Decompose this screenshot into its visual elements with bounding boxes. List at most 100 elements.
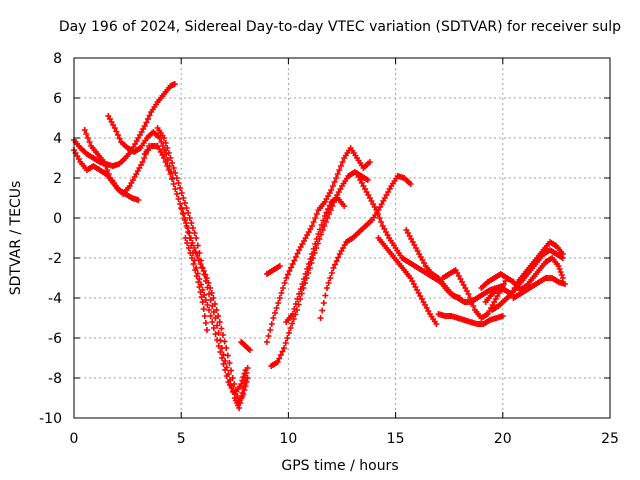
data-point xyxy=(333,175,340,181)
data-point xyxy=(272,310,278,316)
data-point xyxy=(207,313,214,319)
data-point xyxy=(321,213,328,219)
data-point xyxy=(333,258,340,264)
data-point xyxy=(177,201,184,207)
data-point xyxy=(161,155,168,161)
data-point xyxy=(467,295,474,301)
data-point xyxy=(104,167,111,173)
data-point xyxy=(201,313,208,319)
data-point xyxy=(192,267,199,273)
data-point xyxy=(561,281,568,287)
series-track-3 xyxy=(81,127,153,197)
data-point xyxy=(281,280,288,286)
data-point xyxy=(141,123,148,129)
data-point xyxy=(226,360,233,366)
data-point xyxy=(310,246,317,252)
x-tick-label: 25 xyxy=(601,431,619,447)
y-tick-label: 8 xyxy=(53,51,62,67)
data-point xyxy=(180,195,187,201)
data-point xyxy=(239,377,246,384)
data-point xyxy=(186,215,193,221)
data-point xyxy=(282,340,289,346)
data-point xyxy=(277,352,284,358)
data-point xyxy=(465,291,472,297)
data-point xyxy=(273,305,280,311)
data-point xyxy=(195,279,202,285)
data-point xyxy=(197,261,204,267)
data-point xyxy=(265,333,272,339)
data-point xyxy=(291,257,298,264)
data-point xyxy=(294,250,301,257)
data-point xyxy=(202,320,209,326)
data-point xyxy=(325,206,332,212)
y-tick-label: 4 xyxy=(53,131,62,147)
data-point xyxy=(179,210,186,216)
data-point xyxy=(212,331,219,337)
data-point xyxy=(165,167,172,173)
data-point xyxy=(86,139,93,145)
data-point xyxy=(281,345,288,351)
data-point xyxy=(329,183,336,189)
data-point xyxy=(322,292,329,299)
data-point xyxy=(240,374,247,380)
data-point xyxy=(165,150,172,156)
data-point xyxy=(313,236,320,242)
series-track-10 xyxy=(263,145,373,345)
data-point xyxy=(236,405,243,411)
data-point xyxy=(327,275,334,281)
data-point xyxy=(146,112,153,119)
chart-title: Day 196 of 2024, Sidereal Day-to-day VTE… xyxy=(59,19,621,35)
data-point xyxy=(331,179,338,185)
data-point xyxy=(173,191,180,197)
series-track-22 xyxy=(489,239,566,313)
data-point xyxy=(183,205,190,211)
data-point xyxy=(337,163,344,169)
data-point xyxy=(198,294,205,300)
y-tick-label: -4 xyxy=(48,291,62,307)
data-point xyxy=(278,290,285,296)
data-point xyxy=(319,307,326,314)
data-point xyxy=(205,280,212,286)
data-point xyxy=(240,391,247,397)
data-point xyxy=(263,339,270,345)
data-point xyxy=(177,185,184,191)
data-point xyxy=(297,286,304,292)
data-point xyxy=(182,235,189,241)
data-point xyxy=(339,159,346,165)
data-point xyxy=(317,226,324,233)
data-point xyxy=(242,383,249,389)
series-track-23 xyxy=(510,275,568,301)
data-point xyxy=(83,131,90,137)
data-point xyxy=(187,250,194,256)
data-point xyxy=(335,254,342,261)
x-tick-label: 10 xyxy=(279,431,297,447)
data-point xyxy=(183,220,190,226)
data-point xyxy=(189,240,196,246)
series-track-9 xyxy=(238,339,253,353)
y-tick-label: 2 xyxy=(53,171,62,187)
data-point xyxy=(341,203,348,209)
data-point xyxy=(158,139,165,145)
data-point xyxy=(167,155,174,161)
series-track-12 xyxy=(283,195,348,325)
data-points xyxy=(71,81,568,411)
data-point xyxy=(162,159,169,165)
data-point xyxy=(161,135,168,141)
data-point xyxy=(373,207,380,213)
data-point xyxy=(470,303,477,309)
data-point xyxy=(221,338,228,345)
data-point xyxy=(284,335,291,341)
data-point xyxy=(172,186,179,192)
data-point xyxy=(209,319,216,325)
data-point xyxy=(558,272,565,278)
data-point xyxy=(200,306,207,312)
data-point xyxy=(308,251,315,257)
data-point xyxy=(135,197,142,203)
data-point xyxy=(144,116,151,122)
data-point xyxy=(203,327,210,333)
data-point xyxy=(172,170,179,176)
data-point xyxy=(187,235,194,241)
series-track-13 xyxy=(263,263,283,277)
data-point xyxy=(185,210,192,216)
